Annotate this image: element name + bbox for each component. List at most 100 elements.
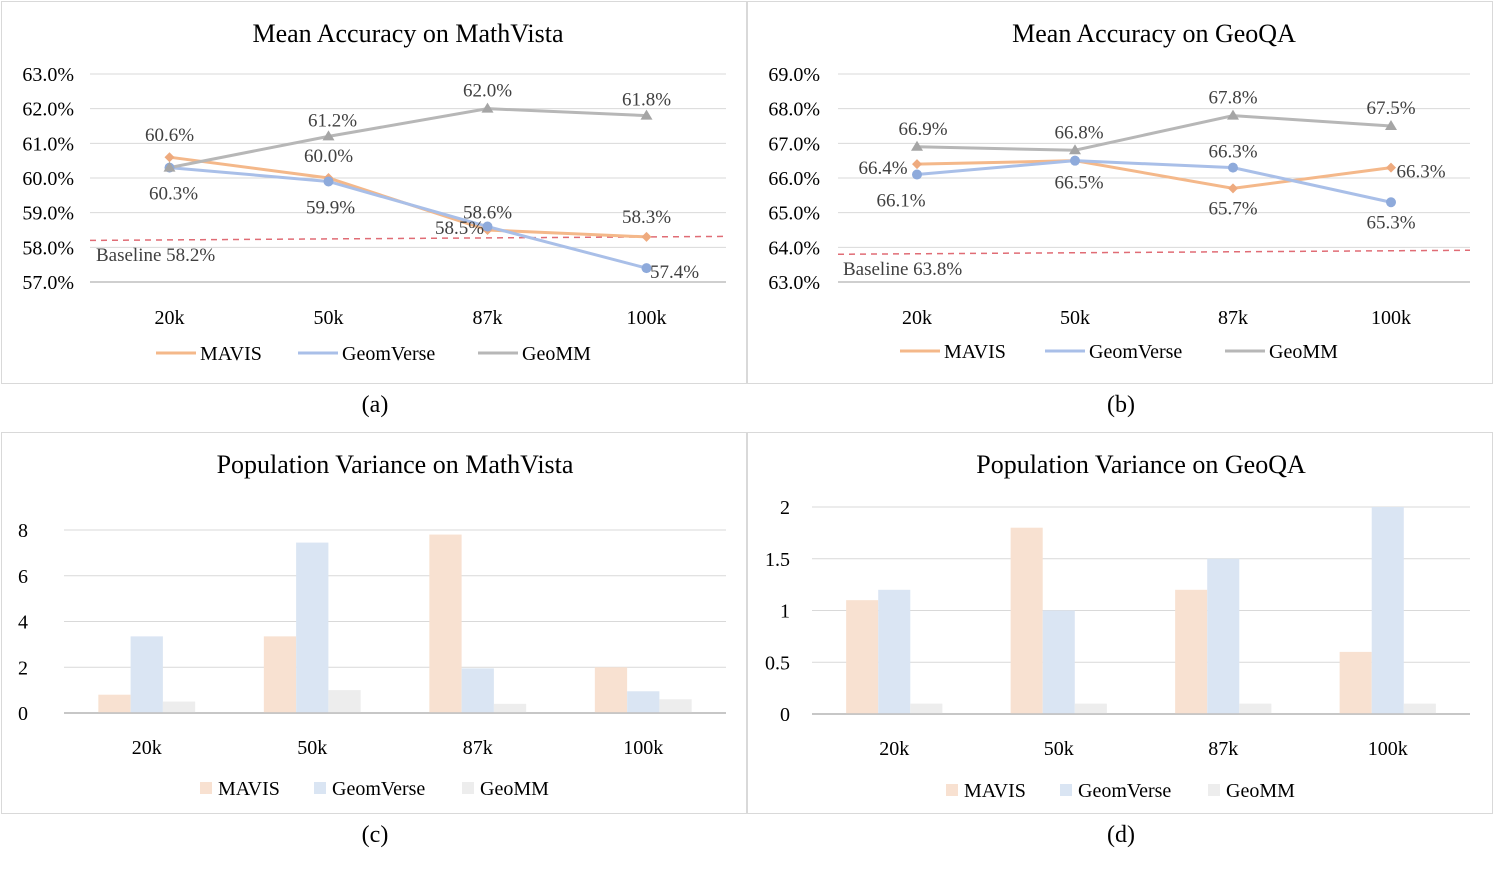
chart-a-xtick-label: 50k [314,307,344,329]
chart-b-xtick-label: 20k [902,307,932,329]
chart-a-series-geomm-line [169,107,647,170]
chart-a-series-geomverse-point [323,176,334,187]
chart-a-series-geomm-data-label: 61.2% [308,110,357,131]
chart-a-series-mavis-line [169,155,647,239]
chart-a-series-mavis-data-label: 58.3% [622,207,671,228]
chart-c-legend-mavis-label: MAVIS [218,778,280,800]
chart-b-series-geomverse-data-label: 66.1% [876,191,925,212]
chart-d-bar-geomverse [878,589,911,714]
chart-c-bar-mavis [98,694,131,713]
chart-b-series-mavis-point [912,159,922,170]
caption-b: (b) [1107,392,1135,418]
chart-a-series-geomm-point [322,130,335,141]
chart-c-legend-geomverse-swatch [314,782,326,794]
chart-c-bar-geomm [659,699,692,713]
chart-b-series-geomm-point [1385,120,1397,130]
chart-a-ytick-label: 57.0% [22,272,74,294]
chart-a-series-geomverse-point [641,263,652,274]
chart-a-legend-geomverse-label: GeomVerse [342,343,435,365]
chart-a-ytick-label: 60.0% [22,168,74,190]
chart-b-series-geomverse-line [916,159,1392,204]
chart-c-ytick-label: 6 [18,566,28,588]
chart-b-series-mavis-data-label: 66.4% [858,158,907,179]
chart-b-xtick-label: 87k [1218,307,1248,329]
chart-b-series-geomm-line [916,114,1392,152]
chart-a-series-mavis-point [641,231,652,242]
chart-c-bar-mavis [263,636,297,713]
chart-b-legend-geomm-label: GeoMM [1269,341,1338,363]
chart-a-title: Mean Accuracy on MathVista [252,19,564,48]
chart-a-series-mavis-point [164,152,175,163]
chart-a-series-geomverse-data-label: 58.6% [463,203,512,224]
chart-b-xtick-label: 50k [1060,307,1090,329]
chart-b-title: Mean Accuracy on GeoQA [1012,19,1296,48]
chart-b-series-geomverse-point [1386,197,1396,208]
chart-c-legend-geomverse-label: GeomVerse [332,778,425,800]
chart-a-series-geomm-data-label: 62.0% [463,81,512,102]
chart-b-series-geomm-data-label: 66.8% [1054,122,1103,143]
chart-b-series-mavis-data-label: 65.7% [1208,198,1257,219]
chart-b-ytick-label: 69.0% [768,64,820,86]
chart-c-title: Population Variance on MathVista [217,450,574,479]
chart-d-xtick-label: 50k [1044,738,1074,760]
chart-b-series-geomm-data-label: 67.5% [1366,98,1415,119]
caption-c: (c) [361,822,389,848]
chart-d-bar-geomm [1074,703,1107,714]
chart-a-ytick-label: 58.0% [22,237,74,259]
chart-a-series-geomverse-point [482,221,493,232]
chart-d-legend-geomm-swatch [1208,784,1220,796]
chart-c-bar-geomm [493,703,527,713]
chart-b-legend-mavis-label: MAVIS [944,341,1006,363]
chart-b-baseline-label: Baseline 63.8% [843,259,962,280]
chart-b-frame [747,1,1493,384]
chart-d-xtick-label: 20k [879,738,909,760]
chart-a-ytick-label: 62.0% [22,99,74,121]
chart-a-series-geomm-point [640,109,653,120]
chart-a-legend-geomm-label: GeoMM [522,343,591,365]
chart-a-ytick-label: 59.0% [22,203,74,225]
chart-c-bar-geomverse [461,668,494,713]
chart-b-series-geomverse-data-label: 65.3% [1366,212,1415,233]
chart-b-ytick-label: 65.0% [768,203,820,225]
chart-c-bar-geomverse [296,542,329,713]
chart-a-xtick-label: 100k [627,307,667,329]
chart-a-series-geomverse-data-label: 59.9% [306,197,355,218]
chart-a-series-geomm-point [481,102,494,113]
chart-b-series-geomm-point [911,140,923,151]
chart-a-series-geomverse-data-label: 57.4% [650,262,699,283]
chart-b-series-geomverse-data-label: 66.5% [1054,173,1103,194]
chart-b-series-geomverse-point [912,169,922,180]
chart-c-ytick-label: 4 [18,612,28,634]
chart-a-series-geomm-point [163,161,176,172]
chart-a-ytick-label: 63.0% [22,64,74,86]
chart-a-series-geomm-data-label: 61.8% [622,90,671,111]
chart-b-ytick-label: 63.0% [768,272,820,294]
chart-a-series-mavis-data-label: 60.0% [304,146,353,167]
chart-c-legend-mavis-swatch [200,782,212,794]
chart-c-frame [1,432,747,814]
chart-d-xtick-label: 87k [1208,738,1238,760]
chart-c-ytick-label: 8 [18,520,28,542]
chart-d-legend-mavis-swatch [946,784,958,796]
chart-a-series-mavis-data-label: 60.6% [145,125,194,146]
chart-c-xtick-label: 100k [623,737,663,759]
chart-b-series-mavis-point [1386,162,1396,173]
chart-c-ytick-label: 0 [18,703,28,725]
chart-d-bar-geomm [1403,703,1436,714]
chart-b-series-geomverse-data-label: 66.3% [1208,142,1257,163]
chart-c-xtick-label: 50k [297,737,327,759]
chart-b-series-geomm-data-label: 66.9% [898,119,947,140]
chart-d-ytick-label: 0.5 [765,652,790,674]
chart-d-legend-mavis-label: MAVIS [964,780,1026,802]
chart-c-bar-geomm [328,690,361,713]
chart-b-ytick-label: 64.0% [768,237,820,259]
chart-d-legend-geomm-label: GeoMM [1226,780,1295,802]
chart-d-title: Population Variance on GeoQA [976,450,1306,479]
chart-a-series-geomverse-data-label: 60.3% [149,184,198,205]
chart-b-legend-geomverse-label: GeomVerse [1089,341,1182,363]
chart-d-legend-geomverse-swatch [1060,784,1072,796]
chart-d-ytick-label: 1.5 [765,549,790,571]
caption-a: (a) [361,392,389,418]
chart-d-bar-geomverse [1207,558,1240,714]
chart-b-ytick-label: 67.0% [768,133,820,155]
